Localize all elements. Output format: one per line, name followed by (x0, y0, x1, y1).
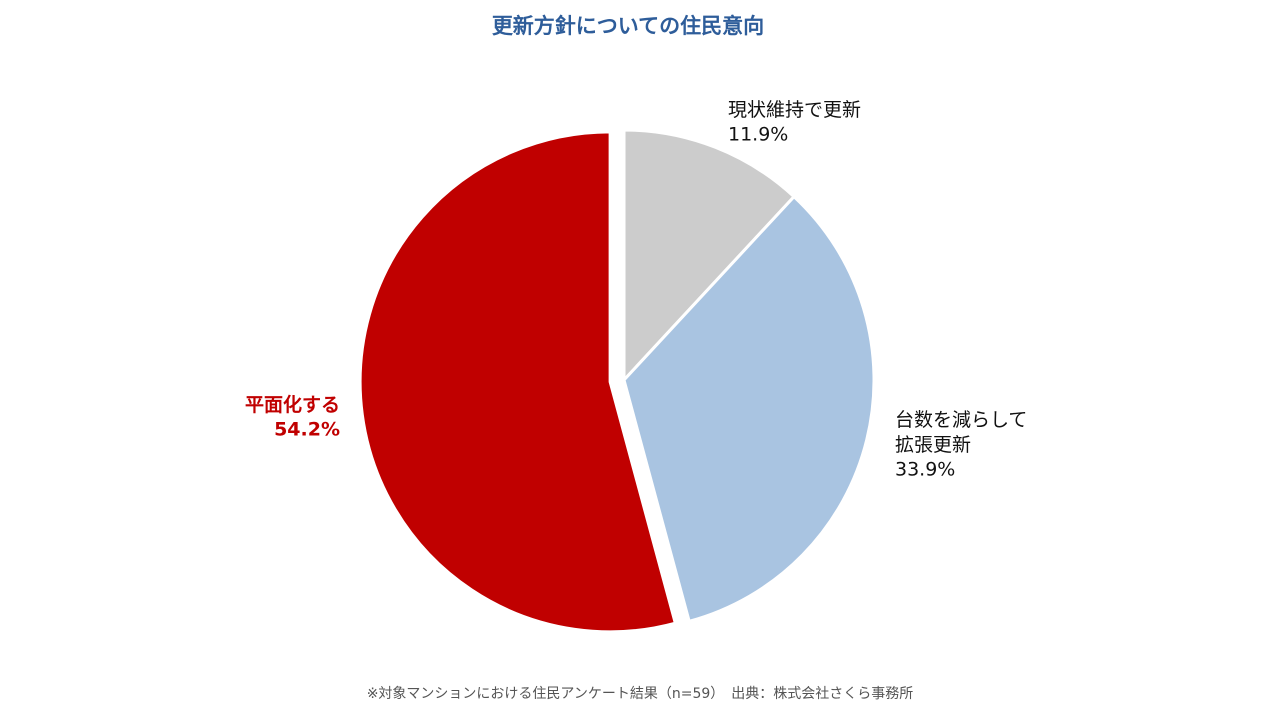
slice-label: 現状維持で更新 (728, 99, 861, 121)
pie-slice (622, 194, 876, 624)
slice-label: 平面化する (245, 393, 340, 416)
pie-slice (622, 128, 797, 384)
value-label: 54.2% (274, 419, 340, 441)
chart-title: 更新方針についての住民意向 (492, 14, 764, 38)
value-label: 33.9% (895, 459, 955, 481)
slice-label: 台数を減らして拡張更新 (895, 409, 1027, 456)
pie-slice (358, 130, 678, 634)
value-label: 11.9% (728, 124, 788, 146)
footnote: ※対象マンションにおける住民アンケート結果（n=59） 出典：株式会社さくら事務… (367, 686, 914, 702)
